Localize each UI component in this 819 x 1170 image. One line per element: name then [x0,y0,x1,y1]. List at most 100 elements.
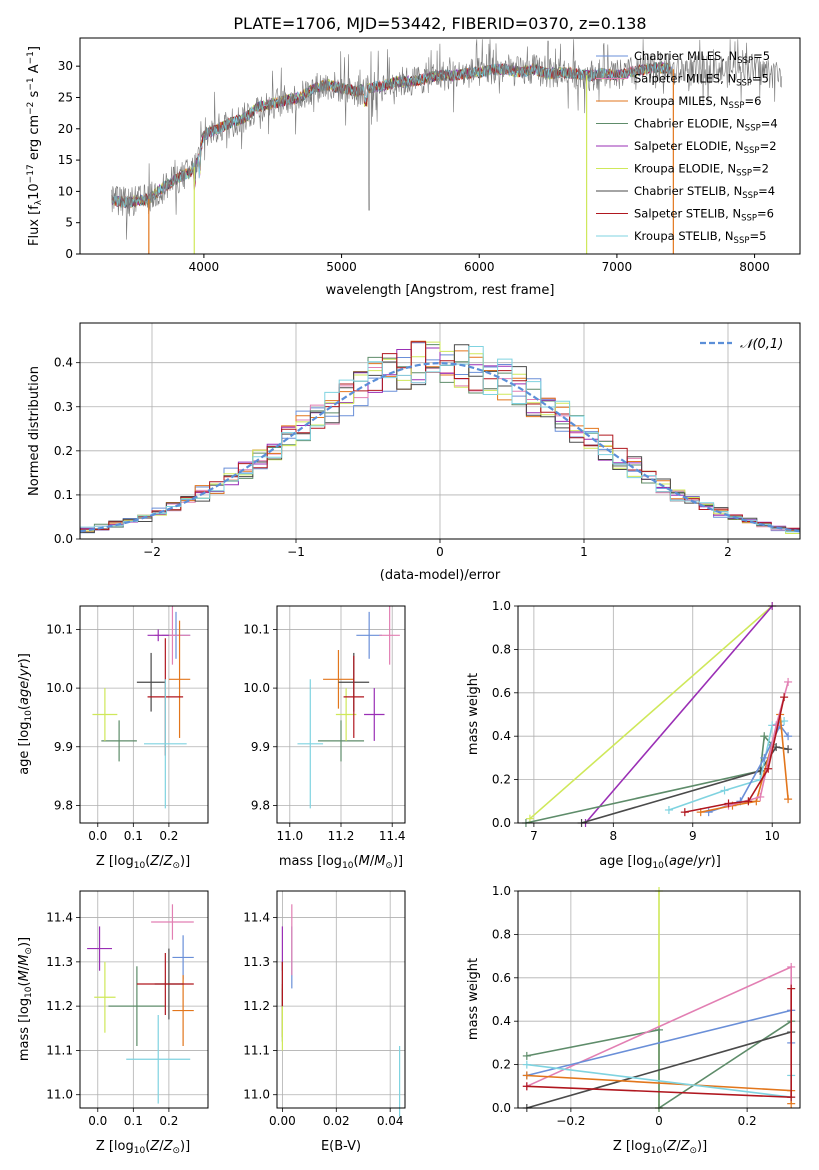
y-tick-label: 11.1 [243,1043,270,1057]
x-tick-label: 0.02 [323,1114,350,1128]
y-tick-label: 1.0 [492,599,511,613]
mw-age-xlabel: age [log10(age/yr)] [599,854,721,871]
x-tick-label: 0.1 [124,829,143,843]
mass-weight-vs-age-panel: 7 8 9 10 0.0 0.2 0.4 0.6 0.8 1.0 age [log10(age/y… [466,599,801,871]
legend-label: Kroupa MILES, NSSP=6 [634,94,761,111]
y-tick-label: 0.8 [492,927,511,941]
x-tick-label: 2 [724,545,732,559]
mass-vs-ebv-panel: 0.00 0.02 0.04 11.0 11.1 11.2 11.3 11.4 E(B-V) [243,890,406,1154]
spectrum-data-line [111,39,783,240]
spectrum-plot-area [111,39,783,254]
mass-weight-line-kroupa-elodie [529,605,773,820]
y-tick-label: 0 [65,247,73,261]
y-tick-label: 0.6 [492,971,511,985]
legend-label: Chabrier ELODIE, NSSP=4 [634,117,778,134]
residuals-legend: 𝒩(0,1) [700,337,783,352]
legend-label: Salpeter ELODIE, NSSP=2 [634,139,777,156]
x-tick-label: 0.00 [269,1114,296,1128]
spectrum-ylabel: Flux [fλ10−17 erg cm−2 s−1 A−1] [26,46,44,246]
y-tick-label: 25 [58,90,73,104]
mass-vs-ebv-plot-area: 0.00 0.02 0.04 11.0 11.1 11.2 11.3 11.4 [243,890,406,1128]
y-tick-label: 11.3 [46,955,73,969]
y-tick-label: 0.3 [54,400,73,414]
axes-frame [276,605,406,824]
mw-Z-ylabel: mass weight [466,958,481,1040]
y-tick-label: 10.0 [46,681,73,695]
x-tick-label: 0.2 [738,1114,757,1128]
normal-curve [79,361,801,533]
x-tick-label: 0 [655,1114,663,1128]
y-tick-label: 0.2 [492,1058,511,1072]
x-tick-label: 0.2 [159,1114,178,1128]
x-tick-label: 0.0 [88,829,107,843]
x-tick-label: 4000 [189,260,220,274]
mw-age-ylabel: mass weight [466,673,481,755]
age-vs-mass-panel: 11.0 11.2 11.4 9.8 9.9 10.0 10.1 mass [log10(M… [243,605,406,871]
y-tick-label: 0.1 [54,488,73,502]
x-tick-label: 8000 [739,260,770,274]
mass-vs-Z-xlabel: Z [log10(Z/Z⊙)] [96,1139,190,1156]
y-tick-label: 9.8 [54,798,73,812]
y-tick-label: 0.4 [54,356,73,370]
y-tick-label: 0.6 [492,686,511,700]
axes-frame [517,605,801,824]
spectrum-legend: Chabrier MILES, NSSP=5 Salpeter MILES, NS… [596,49,778,246]
axes-frame [79,605,209,824]
y-tick-label: 0.4 [492,729,511,743]
age-vs-Z-panel: 0.0 0.1 0.29.89.910.010.1 Z [log10(Z/Z⊙)] … [17,605,209,871]
x-tick-label: 0.0 [88,1114,107,1128]
spectrum-xlabel: wavelength [Angstrom, rest frame] [326,283,555,298]
y-tick-label: 1.0 [492,884,511,898]
residuals-xlabel: (data-model)/error [380,568,501,583]
y-tick-label: 30 [58,59,73,73]
y-tick-label: 10 [58,184,73,198]
y-tick-label: 9.8 [251,798,270,812]
x-tick-label: 11.0 [276,829,303,843]
y-tick-label: 11.3 [243,955,270,969]
legend-label: Kroupa STELIB, NSSP=5 [634,229,766,246]
spectrum-panel: 4000 5000 6000 7000 8000 0 5 10 15 20 25 30 wavelen… [26,37,801,298]
x-tick-label: 5000 [326,260,357,274]
mass-vs-Z-plot-area: 0.0 0.1 0.2 11.0 11.1 11.2 11.3 11.4 [46,890,209,1128]
y-tick-label: 0.0 [54,532,73,546]
figure-title: PLATE=1706, MJD=53442, FIBERID=0370, z=0… [233,14,646,33]
y-tick-label: 0.0 [492,1101,511,1115]
y-tick-label: 20 [58,122,73,136]
mass-vs-ebv-xlabel: E(B-V) [321,1139,361,1154]
mass-vs-Z-ylabel: mass [log10(M/M⊙)] [17,937,34,1061]
legend-label: Salpeter STELIB, NSSP=6 [634,207,774,224]
x-tick-label: −1 [287,545,305,559]
mass-weight-line-chabrier-stelib [526,1031,792,1109]
residuals-ylabel: Normed distribution [27,366,42,496]
age-vs-mass-xlabel: mass [log10(M/M⊙)] [279,854,403,871]
y-tick-label: 10.1 [243,622,270,636]
x-tick-label: 8 [610,829,618,843]
y-tick-label: 11.2 [243,999,270,1013]
x-tick-label: 7 [530,829,538,843]
legend-label: Chabrier MILES, NSSP=5 [634,49,770,66]
axes-frame [517,890,801,1109]
x-tick-label: 9 [689,829,697,843]
y-tick-label: 10.1 [46,622,73,636]
mass-weight-line-salpeter-elodie [584,605,773,824]
residuals-grid: −2 −1 0 1 2 0.0 0.1 0.2 0.3 0.4 [54,323,800,559]
mass-weight-vs-age-plot-area: 7 8 9 10 0.0 0.2 0.4 0.6 0.8 1.0 [492,599,801,843]
y-tick-label: 0.2 [54,444,73,458]
y-tick-label: 0.0 [492,816,511,830]
y-tick-label: 9.9 [251,740,270,754]
x-tick-label: 0 [436,545,444,559]
y-tick-label: 10.0 [243,681,270,695]
x-tick-label: 7000 [602,260,633,274]
residuals-plot-area [79,340,801,539]
mass-weight-vs-Z-plot-area: −0.2 0 0.2 0.0 0.2 0.4 0.6 0.8 1.0 [492,884,801,1128]
axes-frame [276,890,406,1109]
x-tick-label: 11.4 [379,829,406,843]
age-vs-Z-ylabel: age [log10(age/yr)] [17,653,34,775]
y-tick-label: 0.4 [492,1014,511,1028]
y-tick-label: 11.4 [243,911,270,925]
legend-label: Salpeter MILES, NSSP=5 [634,72,769,89]
legend-normal-label: 𝒩(0,1) [740,337,783,352]
y-tick-label: 0.8 [492,642,511,656]
x-tick-label: 0.04 [377,1114,404,1128]
